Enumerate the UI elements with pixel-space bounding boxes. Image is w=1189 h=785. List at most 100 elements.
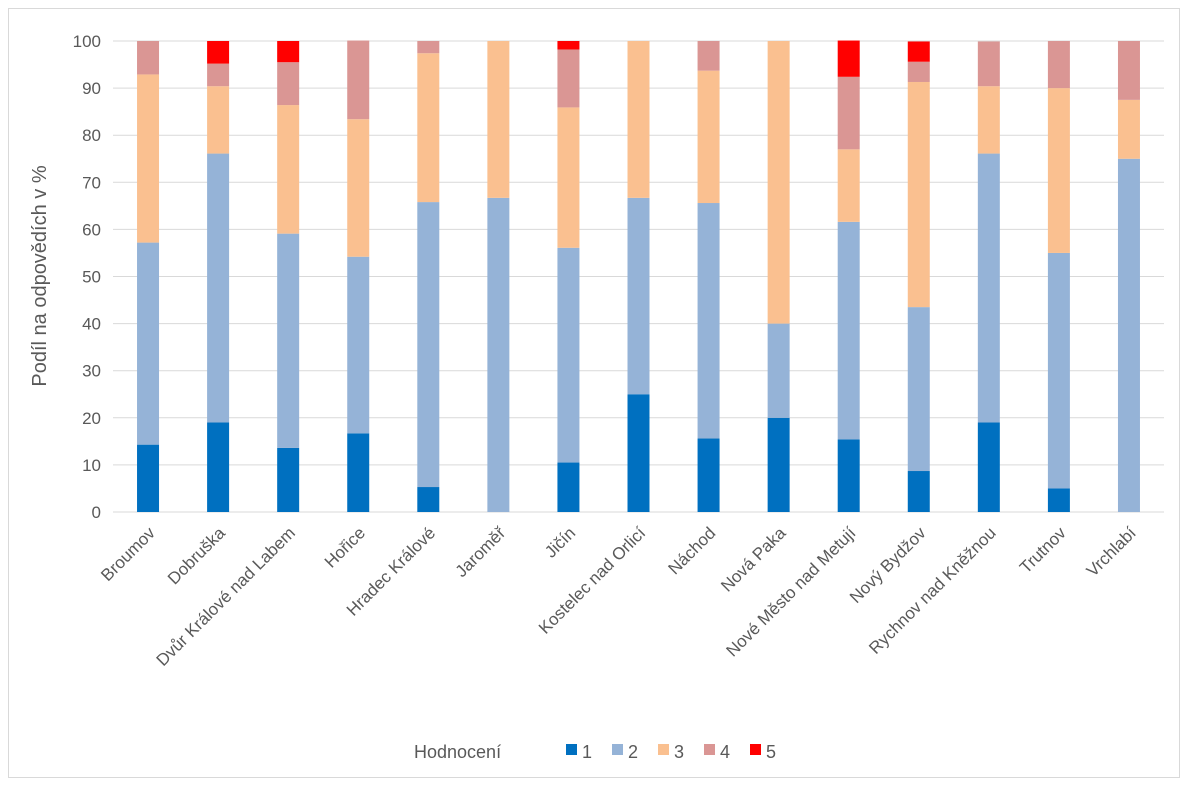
bar-segment-4	[1047, 41, 1070, 89]
x-tick-label: Jaroměř	[452, 523, 510, 581]
legend-swatch-4	[704, 744, 715, 755]
bar-segment-1	[697, 438, 720, 512]
bar-segment-5	[277, 41, 300, 63]
y-tick-label: 50	[82, 268, 101, 287]
bar-segment-1	[767, 417, 790, 512]
bar-segment-4	[277, 62, 300, 106]
bar-segment-1	[277, 447, 300, 512]
bar-segment-5	[907, 41, 930, 62]
bar-segment-3	[1117, 99, 1140, 159]
bar-segment-1	[977, 422, 1000, 512]
bar-segment-2	[557, 247, 580, 463]
legend-label-3: 3	[674, 742, 684, 762]
bar-segment-1	[137, 444, 160, 512]
bar-segment-3	[837, 149, 860, 222]
bar-segment-2	[1047, 252, 1070, 489]
bar-segment-3	[697, 70, 720, 204]
y-tick-label: 100	[73, 32, 101, 51]
bar-segment-2	[347, 256, 370, 434]
bar-segment-4	[1117, 41, 1140, 100]
y-tick-label: 10	[82, 456, 101, 475]
x-tick-label: Rychnov nad Kněžnou	[865, 523, 999, 657]
x-tick-label: Vrchlabí	[1083, 523, 1140, 580]
bar-segment-2	[977, 153, 1000, 423]
y-tick-label: 40	[82, 315, 101, 334]
bar-segment-2	[417, 202, 440, 488]
bar-segment-1	[837, 439, 860, 512]
y-tick-label: 90	[82, 79, 101, 98]
bar-segment-3	[557, 107, 580, 248]
legend-swatch-1	[566, 744, 577, 755]
x-tick-label: Broumov	[97, 523, 159, 585]
legend-label-2: 2	[628, 742, 638, 762]
bar-segment-4	[557, 49, 580, 108]
bar-segment-5	[837, 40, 860, 77]
x-tick-label: Dobruška	[164, 523, 229, 588]
bar-segment-3	[347, 119, 370, 257]
bar-segment-5	[207, 41, 230, 64]
bar-segment-2	[907, 307, 930, 472]
x-tick-label: Jičín	[541, 523, 579, 561]
bar-segment-2	[137, 242, 160, 445]
bar-segment-1	[557, 462, 580, 512]
legend-label-1: 1	[582, 742, 592, 762]
y-tick-label: 60	[82, 220, 101, 239]
bar-segment-4	[207, 63, 230, 87]
bar-segment-3	[977, 86, 1000, 154]
bar-segment-2	[487, 197, 510, 512]
y-tick-label: 70	[82, 173, 101, 192]
bar-segment-1	[907, 471, 930, 512]
bar-segment-2	[837, 221, 860, 440]
bar-segment-4	[697, 41, 720, 71]
y-axis-ticks: 0 10 20 30 40 50 60 70 80 90 100	[73, 32, 101, 522]
bar-segment-3	[767, 41, 790, 324]
x-tick-label: Nové Město nad Metují	[722, 523, 859, 660]
bar-segment-1	[207, 422, 230, 512]
y-tick-label: 30	[82, 362, 101, 381]
bar-segment-5	[557, 41, 580, 50]
bar-segment-3	[137, 74, 160, 243]
legend-label-4: 4	[720, 742, 730, 762]
bar-segment-4	[417, 41, 440, 54]
x-tick-label: Náchod	[665, 523, 720, 578]
bars	[137, 40, 1140, 512]
bar-segment-4	[137, 41, 160, 75]
bar-segment-4	[837, 76, 860, 150]
y-tick-label: 0	[92, 503, 101, 522]
bar-segment-1	[417, 487, 440, 512]
bar-segment-2	[767, 323, 790, 418]
x-tick-label: Dvůr Králové nad Labem	[153, 523, 299, 669]
legend-swatch-2	[612, 744, 623, 755]
bar-segment-4	[347, 40, 370, 120]
bar-segment-2	[207, 153, 230, 423]
legend-swatch-5	[750, 744, 761, 755]
x-tick-label: Trutnov	[1016, 523, 1070, 577]
bar-segment-2	[1117, 158, 1140, 512]
bar-segment-2	[697, 203, 720, 439]
legend-label-5: 5	[766, 742, 776, 762]
x-tick-label: Hořice	[321, 523, 369, 571]
bar-segment-3	[417, 53, 440, 203]
bar-segment-4	[907, 61, 930, 82]
x-tick-label: Nová Paka	[717, 523, 790, 596]
bar-segment-3	[207, 86, 230, 154]
legend-swatch-3	[658, 744, 669, 755]
bar-segment-3	[907, 81, 930, 308]
bar-segment-1	[627, 394, 650, 512]
bar-segment-4	[977, 41, 1000, 87]
bar-segment-3	[487, 41, 510, 198]
bar-segment-3	[627, 41, 650, 198]
bar-segment-3	[1047, 88, 1070, 253]
y-tick-label: 80	[82, 126, 101, 145]
bar-segment-1	[1047, 488, 1070, 512]
bar-segment-2	[277, 233, 300, 448]
bar-segment-3	[277, 105, 300, 234]
bar-segment-2	[627, 197, 650, 395]
y-tick-label: 20	[82, 409, 101, 428]
bar-segment-1	[347, 433, 370, 512]
legend: Hodnocení 1 2 3 4 5	[414, 742, 776, 762]
legend-title: Hodnocení	[414, 742, 501, 762]
y-axis-title: Podíl na odpovědích v %	[29, 165, 51, 386]
